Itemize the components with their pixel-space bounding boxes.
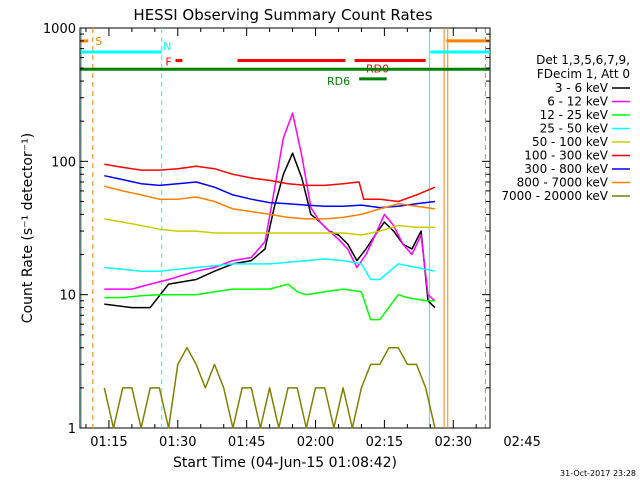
y-tick-label: 1 — [68, 422, 76, 437]
series-line-4 — [104, 218, 435, 236]
legend-label-7: 800 - 7000 keV — [517, 176, 609, 190]
x-tick-label: 02:45 — [503, 435, 540, 450]
state-label-6: RD6 — [327, 75, 350, 88]
legend-label-5: 100 - 300 keV — [524, 149, 608, 163]
attenuator-state-bars: SNFRD0RD6 — [80, 35, 490, 88]
legend-header-line-2: FDecim 1, Att 0 — [537, 67, 630, 81]
series-line-3 — [104, 258, 436, 281]
series-line-1 — [104, 112, 436, 302]
x-tick-label: 02:15 — [366, 435, 403, 450]
series-lines — [103, 112, 436, 429]
x-tick-label: 01:45 — [228, 435, 265, 450]
x-axis-label: Start Time (04-Jun-15 01:08:42) — [173, 455, 397, 471]
legend-label-2: 12 - 25 keV — [540, 108, 609, 122]
state-label-2: F — [165, 56, 171, 69]
x-tick-label: 02:00 — [297, 435, 334, 450]
y-tick-label: 100 — [51, 155, 76, 170]
vertical-markers — [80, 28, 486, 428]
legend-label-1: 6 - 12 keV — [547, 95, 609, 109]
plot-frame — [79, 27, 491, 429]
series-line-8 — [103, 346, 436, 429]
series-line-5 — [104, 163, 436, 203]
plot-area: SNFRD0RD6 01:1501:3001:4502:0002:1502:30… — [43, 22, 541, 450]
series-line-0 — [104, 152, 436, 309]
legend-label-0: 3 - 6 keV — [555, 81, 609, 95]
legend-label-3: 25 - 50 keV — [540, 122, 609, 136]
legend-label-8: 7000 - 20000 keV — [501, 189, 608, 203]
x-tick-label: 02:30 — [435, 435, 472, 450]
y-tick-label: 10 — [59, 289, 76, 304]
y-axis-label: Count Rate (s⁻¹ detector⁻¹) — [20, 133, 36, 323]
series-line-7 — [104, 185, 436, 220]
x-tick-label: 01:15 — [90, 435, 127, 450]
state-label-0: S — [95, 35, 102, 48]
series-line-2 — [104, 283, 435, 321]
legend-label-6: 300 - 800 keV — [524, 162, 608, 176]
legend: Det 1,3,5,6,7,9, FDecim 1, Att 0 3 - 6 k… — [501, 53, 630, 203]
state-label-1: N — [163, 40, 171, 53]
axis-ticks: 01:15 01:30 01:45 02:00 02:15 02:30 02:45 1 10 10… — [43, 22, 541, 450]
y-tick-label: 1000 — [43, 22, 76, 37]
timestamp: 31-Oct-2017 23:28 — [560, 469, 636, 478]
legend-header-line-1: Det 1,3,5,6,7,9, — [536, 53, 630, 67]
x-tick-label: 01:30 — [159, 435, 196, 450]
legend-label-4: 50 - 100 keV — [532, 135, 609, 149]
series-line-6 — [104, 174, 435, 209]
chart-title: HESSI Observing Summary Count Rates — [133, 6, 432, 24]
